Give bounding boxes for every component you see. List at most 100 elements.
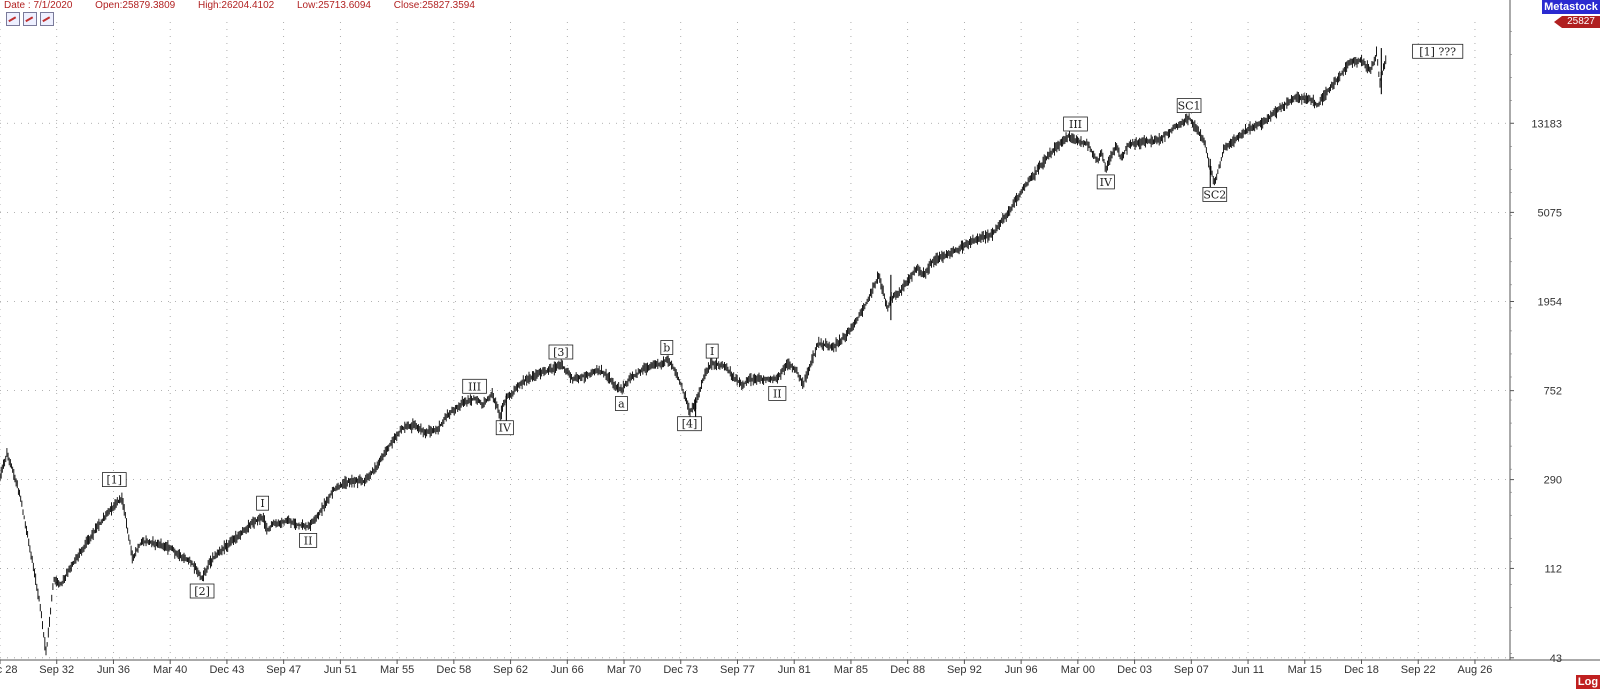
wave-label: SC2 — [1202, 186, 1228, 202]
x-tick-label: Sep 47 — [266, 664, 301, 676]
wave-label-box — [102, 472, 127, 488]
x-tick-label: Sep 32 — [39, 664, 74, 676]
x-tick-label: Dec 03 — [1117, 664, 1152, 676]
wave-label: II — [768, 385, 787, 401]
y-tick-label: 112 — [1544, 563, 1562, 575]
ohlc-readout: Date : 7/1/2020 Open:25879.3809 High:262… — [4, 0, 495, 12]
x-tick-label: Mar 85 — [834, 664, 868, 676]
x-tick-label: Mar 40 — [153, 664, 187, 676]
wave-label-box — [768, 385, 787, 401]
wave-label-text: II — [304, 534, 313, 547]
wave-label: II — [299, 533, 318, 548]
x-tick-label: Mar 55 — [380, 664, 414, 676]
x-tick-label: Jun 11 — [1232, 664, 1264, 676]
wave-label-box — [1176, 98, 1202, 113]
wave-label-text: [3] — [553, 346, 569, 359]
x-tick-label: Jun 96 — [1005, 664, 1038, 676]
last-price-tag: 25827 — [1562, 16, 1600, 28]
x-tick-label: Sep 92 — [947, 664, 982, 676]
chart-tool-1-icon[interactable] — [6, 12, 20, 26]
y-tick-label: 752 — [1544, 386, 1562, 398]
wave-labels: [1][2]IIIIIIIV[3]ab[4]IIIIIIIVSC1SC2[1] … — [102, 43, 1464, 599]
wave-label-text: III — [1069, 118, 1082, 131]
x-tick-label: Dec 88 — [890, 664, 925, 676]
brand-label: Metastock — [1542, 0, 1600, 14]
wave-label-text: [1] — [107, 474, 123, 487]
wave-label-box — [548, 344, 574, 360]
wave-label: III — [1063, 116, 1088, 132]
x-tick-label: Sep 22 — [1401, 664, 1436, 676]
x-tick-label: Dec 18 — [1344, 664, 1379, 676]
wave-label-text: IV — [499, 422, 512, 435]
low-readout: Low:25713.6094 — [297, 0, 371, 11]
wave-label: b — [660, 340, 674, 355]
x-tick-label: Aug 26 — [1458, 664, 1493, 676]
close-readout: Close:25827.3594 — [393, 0, 475, 11]
wave-label: I — [705, 343, 719, 359]
wave-label-box — [189, 583, 215, 599]
y-tick-label: 5075 — [1538, 207, 1562, 219]
x-tick-label: Mar 15 — [1288, 664, 1322, 676]
chart-grid — [0, 22, 1510, 660]
x-tick-label: Mar 00 — [1061, 664, 1095, 676]
wave-label-text: II — [773, 387, 782, 400]
wave-label-text: [2] — [194, 585, 210, 598]
wave-label-text: [1] ??? — [1419, 45, 1456, 58]
y-tick-label: 13183 — [1531, 118, 1562, 130]
y-tick-label: 43 — [1550, 653, 1562, 665]
wave-label: [3] — [548, 344, 574, 360]
wave-label-box — [1412, 43, 1464, 59]
wave-label-box — [1096, 174, 1115, 190]
wave-label-text: SC1 — [1178, 100, 1201, 113]
y-tick-label: 1954 — [1538, 296, 1562, 308]
x-tick-label: Sep 62 — [493, 664, 528, 676]
high-readout: High:26204.4102 — [198, 0, 275, 11]
date-readout: Date : 7/1/2020 — [4, 0, 73, 11]
chart-toolbar — [6, 12, 54, 28]
wave-label-text: [4] — [682, 418, 698, 431]
chart-tool-3-icon[interactable] — [40, 12, 54, 26]
wave-label-box — [462, 378, 487, 394]
x-tick-label: Sep 07 — [1174, 664, 1209, 676]
wave-label: [1] — [102, 472, 127, 488]
wave-label-text: I — [260, 497, 264, 510]
wave-label-box — [495, 420, 514, 436]
wave-label: [4] — [677, 416, 702, 432]
x-tick-label: Jun 81 — [778, 664, 811, 676]
wave-label: IV — [1096, 174, 1115, 190]
wave-label-box — [256, 495, 270, 511]
wave-label: a — [615, 396, 628, 411]
wave-label-box — [299, 533, 318, 548]
wave-label-text: b — [663, 342, 670, 355]
x-tick-label: Dec 58 — [436, 664, 471, 676]
x-tick-label: Jun 51 — [324, 664, 357, 676]
wave-label-box — [660, 340, 674, 355]
wave-label-box — [677, 416, 702, 432]
y-tick-label: 290 — [1544, 475, 1562, 487]
chart-tool-2-icon[interactable] — [23, 12, 37, 26]
wave-label: IV — [495, 420, 514, 436]
price-bars — [0, 46, 1387, 656]
price-pointer-icon — [1554, 16, 1562, 28]
wave-label-text: SC2 — [1203, 188, 1226, 201]
log-scale-button[interactable]: Log — [1576, 675, 1600, 689]
x-tick-label: Sep 77 — [720, 664, 755, 676]
x-tick-label: Mar 70 — [607, 664, 641, 676]
x-tick-label: Dec 73 — [663, 664, 698, 676]
x-tick-label: Jun 66 — [551, 664, 584, 676]
wave-label-text: I — [710, 345, 714, 358]
wave-label-text: IV — [1100, 176, 1113, 189]
wave-label-box — [1063, 116, 1088, 132]
wave-label: [2] — [189, 583, 215, 599]
x-tick-label: Dec 28 — [0, 664, 17, 676]
wave-label: [1] ??? — [1412, 43, 1464, 59]
wave-label-box — [615, 396, 628, 411]
open-readout: Open:25879.3809 — [95, 0, 176, 11]
wave-label: III — [462, 378, 487, 394]
wave-label-box — [1202, 186, 1228, 202]
wave-label: I — [256, 495, 270, 511]
wave-label-box — [705, 343, 719, 359]
wave-label: SC1 — [1176, 98, 1202, 113]
